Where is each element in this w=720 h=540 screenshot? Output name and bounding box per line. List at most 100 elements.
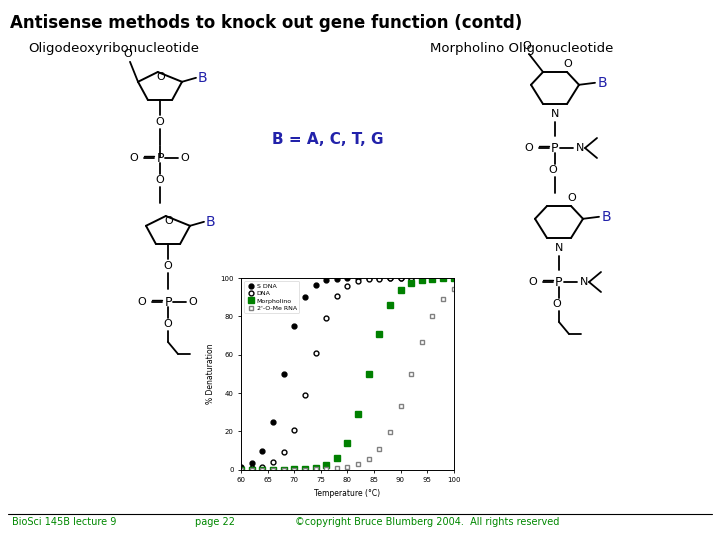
Morpholino: [364, 370, 373, 377]
2'-O-Me RNA: [343, 464, 352, 470]
S DNA: [396, 275, 405, 281]
Text: N: N: [551, 109, 559, 119]
Legend: S DNA, DNA, Morpholino, 2'-O-Me RNA: S DNA, DNA, Morpholino, 2'-O-Me RNA: [244, 281, 300, 313]
2'-O-Me RNA: [364, 456, 373, 462]
S DNA: [438, 275, 447, 281]
S DNA: [407, 275, 415, 281]
Text: Oligodeoxyribonucleotide: Oligodeoxyribonucleotide: [28, 42, 199, 55]
Text: O: O: [523, 41, 531, 51]
Text: BioSci 145B lecture 9: BioSci 145B lecture 9: [12, 517, 117, 527]
Text: O: O: [156, 175, 164, 185]
Morpholino: [279, 467, 288, 473]
X-axis label: Temperature (°C): Temperature (°C): [315, 489, 380, 498]
DNA: [248, 465, 256, 472]
Text: B: B: [205, 215, 215, 229]
Morpholino: [269, 467, 277, 473]
Morpholino: [322, 462, 330, 468]
Morpholino: [343, 440, 352, 446]
2'-O-Me RNA: [418, 339, 426, 345]
Text: ©copyright Bruce Blumberg 2004.  All rights reserved: ©copyright Bruce Blumberg 2004. All righ…: [295, 517, 559, 527]
Text: N: N: [576, 143, 584, 153]
2'-O-Me RNA: [258, 467, 267, 473]
Text: N: N: [555, 243, 563, 253]
2'-O-Me RNA: [237, 467, 246, 473]
Text: O: O: [157, 72, 166, 82]
Morpholino: [290, 466, 299, 472]
Morpholino: [407, 280, 415, 286]
Text: N: N: [580, 277, 588, 287]
Text: O: O: [130, 153, 138, 163]
Text: O: O: [163, 261, 172, 271]
2'-O-Me RNA: [301, 467, 310, 473]
Text: O: O: [567, 193, 577, 203]
2'-O-Me RNA: [279, 467, 288, 473]
DNA: [375, 275, 384, 282]
Text: B = A, C, T, G: B = A, C, T, G: [272, 132, 384, 147]
Line: DNA: DNA: [239, 276, 456, 471]
DNA: [396, 275, 405, 281]
2'-O-Me RNA: [438, 296, 447, 302]
2'-O-Me RNA: [375, 446, 384, 452]
DNA: [449, 275, 458, 281]
2'-O-Me RNA: [428, 313, 436, 319]
Morpholino: [375, 330, 384, 337]
2'-O-Me RNA: [333, 465, 341, 471]
Text: O: O: [181, 153, 189, 163]
Morpholino: [311, 464, 320, 471]
S DNA: [386, 275, 395, 281]
DNA: [311, 349, 320, 356]
S DNA: [237, 464, 246, 471]
Line: S DNA: S DNA: [239, 275, 456, 470]
S DNA: [428, 275, 436, 281]
DNA: [237, 466, 246, 472]
Line: Morpholino: Morpholino: [238, 275, 456, 472]
Text: O: O: [525, 143, 534, 153]
S DNA: [375, 275, 384, 281]
2'-O-Me RNA: [407, 370, 415, 377]
Morpholino: [333, 455, 341, 461]
S DNA: [258, 448, 267, 454]
S DNA: [418, 275, 426, 281]
Text: P: P: [552, 141, 559, 154]
2'-O-Me RNA: [322, 466, 330, 472]
Morpholino: [354, 411, 362, 417]
Morpholino: [237, 467, 246, 473]
Text: O: O: [553, 299, 562, 309]
Morpholino: [418, 277, 426, 284]
Text: O: O: [549, 165, 557, 175]
2'-O-Me RNA: [248, 467, 256, 473]
DNA: [364, 276, 373, 282]
2'-O-Me RNA: [449, 286, 458, 292]
Morpholino: [449, 275, 458, 281]
S DNA: [248, 460, 256, 466]
S DNA: [322, 277, 330, 284]
DNA: [386, 275, 395, 281]
DNA: [333, 293, 341, 300]
DNA: [269, 458, 277, 465]
2'-O-Me RNA: [290, 467, 299, 473]
Text: O: O: [138, 297, 146, 307]
Morpholino: [396, 287, 405, 293]
DNA: [407, 275, 415, 281]
DNA: [290, 427, 299, 434]
DNA: [354, 278, 362, 285]
DNA: [301, 392, 310, 399]
Morpholino: [248, 467, 256, 473]
Text: Morpholino Oligonucleotide: Morpholino Oligonucleotide: [430, 42, 613, 55]
2'-O-Me RNA: [396, 403, 405, 409]
Morpholino: [428, 276, 436, 282]
Text: P: P: [555, 275, 563, 288]
Text: P: P: [156, 152, 163, 165]
DNA: [258, 463, 267, 470]
DNA: [343, 283, 352, 289]
S DNA: [354, 275, 362, 281]
S DNA: [290, 323, 299, 329]
2'-O-Me RNA: [354, 461, 362, 468]
Morpholino: [301, 465, 310, 472]
S DNA: [279, 370, 288, 377]
Text: O: O: [165, 216, 174, 226]
Text: B: B: [197, 71, 207, 85]
2'-O-Me RNA: [269, 467, 277, 473]
Text: Antisense methods to knock out gene function (contd): Antisense methods to knock out gene func…: [10, 14, 522, 32]
Y-axis label: % Denaturation: % Denaturation: [205, 343, 215, 404]
